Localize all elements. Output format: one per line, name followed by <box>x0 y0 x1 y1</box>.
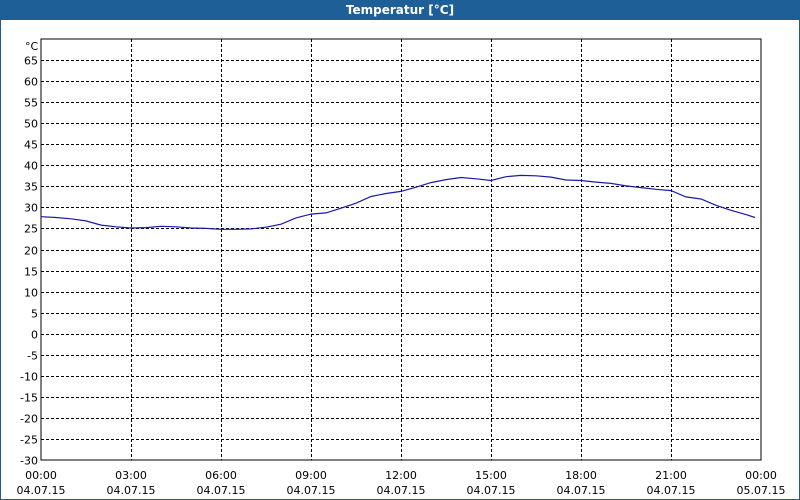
y-tick-label: 30 <box>24 202 38 215</box>
x-tick-date: 04.07.15 <box>287 484 336 497</box>
x-tick-time: 09:00 <box>295 469 327 482</box>
x-tick-time: 06:00 <box>205 469 237 482</box>
x-tick-time: 18:00 <box>565 469 597 482</box>
y-tick-label: 5 <box>31 308 38 321</box>
y-tick-label: 60 <box>24 76 38 89</box>
y-tick-label: 55 <box>24 97 38 110</box>
y-tick-label: -10 <box>20 371 38 384</box>
x-tick-date: 04.07.15 <box>107 484 156 497</box>
y-axis-ticks: 65605550454035302520151050-5-10-15-20-25… <box>20 55 38 468</box>
y-tick-label: -15 <box>20 392 38 405</box>
y-tick-label: 35 <box>24 181 38 194</box>
y-tick-label: 25 <box>24 223 38 236</box>
y-tick-label: 65 <box>24 55 38 68</box>
y-tick-label: -25 <box>20 434 38 447</box>
y-tick-label: 20 <box>24 245 38 258</box>
x-tick-time: 03:00 <box>115 469 147 482</box>
y-tick-label: 50 <box>24 118 38 131</box>
x-tick-time: 15:00 <box>475 469 507 482</box>
series-group <box>40 174 756 230</box>
plot-area-frame <box>40 38 762 461</box>
y-tick-label: 45 <box>24 139 38 152</box>
x-tick-date: 04.07.15 <box>377 484 426 497</box>
x-tick-date: 05.07.15 <box>737 484 786 497</box>
temperature-series-line <box>40 174 756 230</box>
y-tick-label: -30 <box>20 455 38 468</box>
x-tick-time: 00:00 <box>745 469 777 482</box>
x-tick-time: 21:00 <box>655 469 687 482</box>
x-tick-time: 12:00 <box>385 469 417 482</box>
y-tick-label: -5 <box>27 350 38 363</box>
x-axis-ticks: 00:00 04.07.15 03:00 04.07.15 06:00 04.07.15 0… <box>17 469 786 497</box>
x-tick-date: 04.07.15 <box>647 484 696 497</box>
y-tick-label: 15 <box>24 266 38 279</box>
x-tick-date: 04.07.15 <box>467 484 516 497</box>
x-tick-date: 04.07.15 <box>17 484 66 497</box>
chart-title: Temperatur [°C] <box>1 0 799 20</box>
y-tick-label: -20 <box>20 413 38 426</box>
x-tick-time: 00:00 <box>25 469 57 482</box>
grid-lines <box>41 39 761 460</box>
y-tick-label: 40 <box>24 160 38 173</box>
x-tick-date: 04.07.15 <box>197 484 246 497</box>
x-tick-date: 04.07.15 <box>557 484 606 497</box>
y-tick-label: 10 <box>24 287 38 300</box>
y-tick-label: 0 <box>31 329 38 342</box>
y-unit-label: °C <box>25 40 39 53</box>
